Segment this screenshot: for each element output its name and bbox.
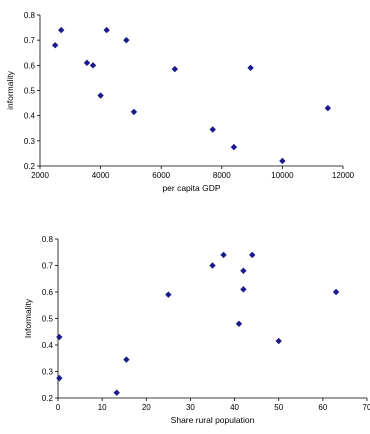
x-tick-label: 50: [274, 403, 283, 412]
y-tick-label: 0.3: [24, 137, 36, 146]
data-point: [103, 26, 110, 34]
y-tick-label: 0.6: [42, 288, 54, 297]
x-tick-label: 2000: [31, 171, 49, 180]
data-point: [275, 337, 282, 345]
data-point: [51, 42, 59, 49]
y-tick-label: 0.2: [42, 394, 54, 403]
y-tick-label: 0.4: [42, 341, 54, 350]
x-tick-label: 4000: [92, 171, 110, 180]
x-tick-label: 12000: [332, 171, 355, 180]
data-point: [230, 143, 238, 151]
x-tick-label: 10000: [271, 171, 294, 180]
data-point: [209, 126, 216, 133]
data-point: [279, 157, 286, 165]
data-point: [89, 62, 97, 69]
y-tick-label: 0.8: [24, 11, 36, 20]
x-axis-label: Share rural population: [171, 415, 255, 425]
data-point: [171, 65, 179, 73]
data-point: [235, 320, 243, 327]
y-tick-label: 0.7: [24, 36, 36, 45]
data-point: [209, 262, 216, 269]
x-tick-label: 30: [186, 403, 195, 412]
data-point: [56, 333, 63, 341]
x-tick-label: 10: [98, 403, 107, 412]
data-point: [220, 251, 227, 259]
data-point: [324, 104, 332, 112]
y-tick-label: 0.5: [24, 87, 36, 96]
x-tick-label: 0: [56, 403, 61, 412]
y-tick-label: 0.7: [42, 262, 54, 271]
data-point: [240, 286, 247, 293]
data-point: [240, 267, 247, 274]
data-point: [113, 389, 120, 396]
data-point: [130, 108, 138, 116]
y-tick-label: 0.3: [42, 368, 54, 377]
y-tick-label: 0.4: [24, 112, 36, 121]
data-point: [247, 64, 254, 72]
data-point: [56, 374, 63, 382]
x-tick-label: 60: [318, 403, 327, 412]
chart-2: 0.2 0.3 0.4 0.5 0.6 0.7 0.8 0 10 20 30 40 50 60 70 Shar…: [23, 235, 370, 425]
chart-1: 0.2 0.3 0.4 0.5 0.6 0.7 0.8 2000 4000 6000 8000 100…: [5, 11, 355, 193]
x-tick-label: 20: [142, 403, 151, 412]
data-point: [123, 36, 130, 44]
y-tick-label: 0.6: [24, 61, 36, 70]
data-point: [249, 251, 256, 259]
data-point: [58, 26, 65, 34]
data-point: [165, 291, 172, 298]
y-axis-label: informality: [5, 70, 15, 109]
data-point: [332, 288, 340, 296]
y-tick-label: 0.8: [42, 235, 54, 244]
y-tick-label: 0.2: [24, 162, 36, 171]
x-tick-label: 40: [230, 403, 239, 412]
x-tick-label: 8000: [213, 171, 231, 180]
x-tick-label: 70: [363, 403, 370, 412]
data-point: [123, 356, 130, 363]
y-tick-label: 0.5: [42, 315, 54, 324]
data-point: [97, 92, 104, 99]
data-point: [83, 59, 91, 67]
x-axis-label: per capita GDP: [162, 183, 220, 193]
y-axis-label: Informality: [23, 298, 33, 338]
x-tick-label: 6000: [152, 171, 170, 180]
